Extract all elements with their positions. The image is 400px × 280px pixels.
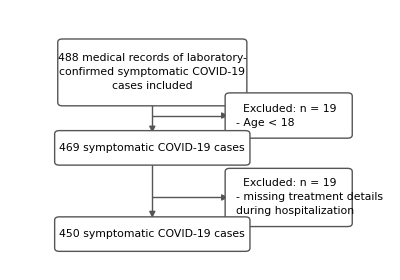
Text: 450 symptomatic COVID-19 cases: 450 symptomatic COVID-19 cases <box>60 229 245 239</box>
FancyBboxPatch shape <box>55 217 250 251</box>
Text: Excluded: n = 19
- missing treatment details
during hospitalization: Excluded: n = 19 - missing treatment det… <box>236 178 383 216</box>
FancyBboxPatch shape <box>55 130 250 165</box>
FancyBboxPatch shape <box>58 39 247 106</box>
Text: 488 medical records of laboratory-
confirmed symptomatic COVID-19
cases included: 488 medical records of laboratory- confi… <box>58 53 247 91</box>
FancyBboxPatch shape <box>225 168 352 227</box>
Text: Excluded: n = 19
- Age < 18: Excluded: n = 19 - Age < 18 <box>236 104 336 127</box>
Text: 469 symptomatic COVID-19 cases: 469 symptomatic COVID-19 cases <box>60 143 245 153</box>
FancyBboxPatch shape <box>225 93 352 138</box>
